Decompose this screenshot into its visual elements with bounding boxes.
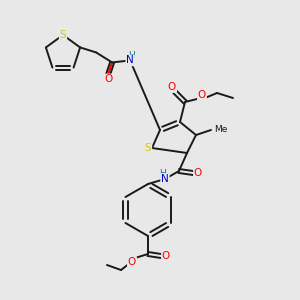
Text: O: O xyxy=(128,257,136,267)
Text: S: S xyxy=(145,143,151,153)
Text: N: N xyxy=(126,56,134,65)
Text: O: O xyxy=(168,82,176,92)
Text: O: O xyxy=(162,251,170,261)
Text: Me: Me xyxy=(214,125,227,134)
Text: O: O xyxy=(194,168,202,178)
Text: N: N xyxy=(161,174,169,184)
Text: H: H xyxy=(160,169,167,178)
Text: S: S xyxy=(60,30,66,40)
Text: O: O xyxy=(104,74,112,84)
Text: O: O xyxy=(198,90,206,100)
Text: H: H xyxy=(128,51,134,60)
